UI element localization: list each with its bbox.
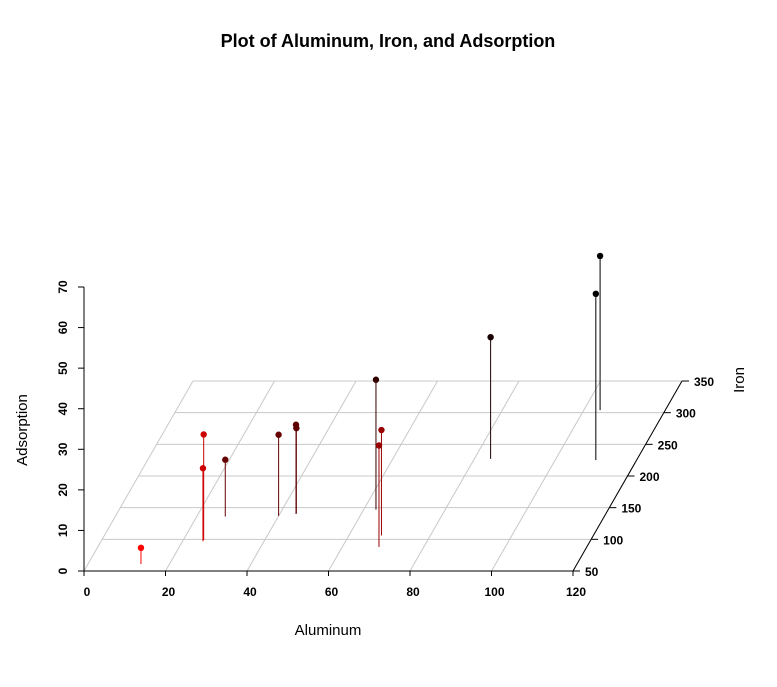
data-point	[596, 252, 604, 260]
z-tick-label: 0	[56, 567, 70, 574]
data-point	[592, 290, 600, 298]
data-point	[275, 431, 282, 438]
y-tick-label: 350	[694, 375, 714, 389]
chart-title: Plot of Aluminum, Iron, and Adsorption	[221, 31, 556, 51]
x-tick-label: 120	[566, 585, 586, 599]
data-point	[375, 442, 383, 449]
z-tick-label: 20	[56, 483, 70, 497]
data-point	[487, 333, 494, 341]
axes	[78, 286, 689, 576]
y-axis-label: Iron	[731, 367, 748, 393]
data-point	[222, 456, 229, 463]
y-tick-label: 150	[621, 502, 641, 516]
z-tick-label: 30	[56, 442, 70, 456]
z-tick-label: 70	[56, 280, 70, 294]
x-tick-label: 40	[243, 585, 257, 599]
x-tick-label: 60	[325, 585, 339, 599]
z-tick-label: 10	[56, 523, 70, 537]
drop-lines	[140, 255, 601, 565]
y-tick-label: 250	[658, 438, 678, 452]
data-point	[200, 431, 207, 438]
y-tick-label: 50	[585, 565, 599, 579]
data-point	[137, 544, 145, 552]
x-tick-label: 20	[162, 585, 176, 599]
data-point	[372, 376, 380, 383]
data-points	[137, 252, 604, 552]
data-point	[378, 426, 385, 434]
x-tick-label: 100	[484, 585, 504, 599]
x-axis-label: Aluminum	[295, 622, 362, 639]
z-axis-label: Adsorption	[14, 394, 31, 466]
tick-labels: 0 20 40 60 80 100 120 50 100 150 200 250 300 350 0 10 20…	[56, 280, 714, 599]
x-tick-label: 80	[406, 585, 420, 599]
y-tick-label: 300	[676, 407, 696, 421]
x-tick-label: 0	[84, 585, 91, 599]
floor-grid	[83, 380, 683, 572]
data-point	[293, 424, 300, 432]
data-point	[199, 465, 207, 472]
z-tick-label: 40	[56, 402, 70, 416]
y-tick-label: 100	[603, 533, 623, 547]
z-tick-label: 50	[56, 361, 70, 375]
y-tick-label: 200	[640, 470, 660, 484]
z-tick-label: 60	[56, 321, 70, 335]
